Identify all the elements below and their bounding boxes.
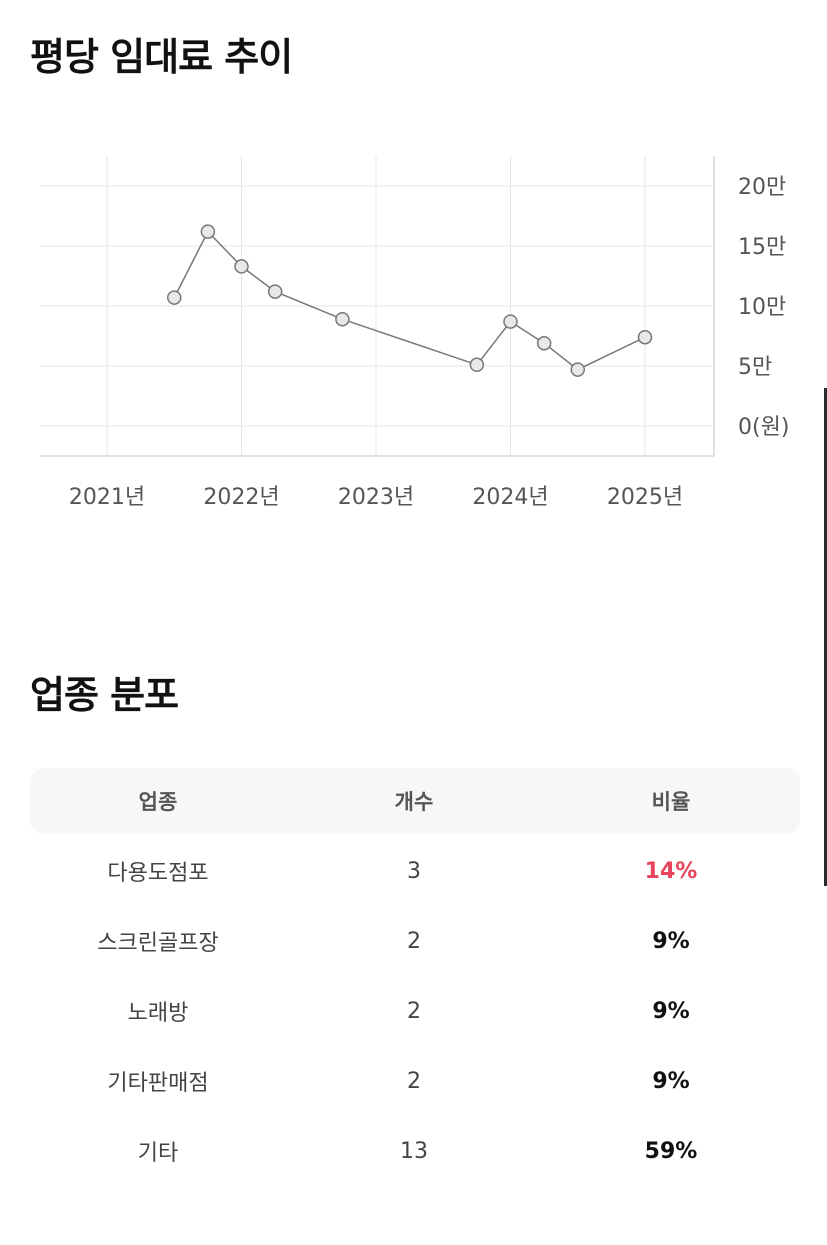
- table-body: 다용도점포 3 14% 스크린골프장 2 9% 노래방 2 9% 기타판매점 2 9% 기타 13 59%: [30, 836, 800, 1186]
- table-row: 기타판매점 2 9%: [30, 1046, 800, 1116]
- category-cell: 노래방: [127, 1001, 189, 1026]
- rent-series-line: [173, 230, 646, 371]
- table-row: 기타 13 59%: [30, 1116, 800, 1186]
- data-point: [469, 357, 485, 373]
- rent-trend-chart: 2021년 2022년 2023년 2024년 2025년 20만 15만 10만 5만 0(원): [40, 156, 790, 510]
- ratio-cell: 9%: [652, 1068, 690, 1094]
- rent-series-points: [167, 224, 653, 377]
- y-tick-label: 20만: [738, 175, 786, 200]
- x-tick-label: 2023년: [338, 485, 414, 510]
- industry-table: 업종 개수 비율 다용도점포 3 14% 스크린골프장 2 9% 노래방 2 9% 기타판매점 2 9…: [30, 768, 800, 1186]
- ratio-cell: 9%: [652, 928, 690, 954]
- x-tick-label: 2024년: [472, 485, 548, 510]
- scrollbar[interactable]: [824, 388, 827, 886]
- category-cell: 기타판매점: [107, 1071, 209, 1096]
- column-header-category: 업종: [138, 790, 178, 814]
- industry-distribution-title: 업종 분포: [30, 673, 179, 717]
- ratio-cell: 14%: [644, 858, 698, 884]
- data-point: [570, 362, 585, 377]
- chart-tick-labels: 2021년 2022년 2023년 2024년 2025년 20만 15만 10만 5만 0(원): [69, 175, 790, 510]
- count-cell: 3: [407, 858, 421, 884]
- category-cell: 스크린골프장: [97, 931, 219, 956]
- column-header-count: 개수: [394, 790, 434, 814]
- data-point: [200, 224, 216, 239]
- data-point: [167, 290, 182, 305]
- y-tick-label: 10만: [738, 295, 786, 320]
- ratio-cell: 59%: [644, 1138, 698, 1164]
- count-cell: 13: [400, 1138, 428, 1164]
- count-cell: 2: [407, 998, 421, 1024]
- column-header-ratio: 비율: [651, 790, 691, 814]
- x-tick-label: 2022년: [203, 485, 279, 510]
- y-tick-label: 15만: [738, 235, 786, 260]
- y-tick-label: 5만: [738, 355, 772, 380]
- data-point: [637, 329, 653, 345]
- chart-grid: [40, 156, 714, 456]
- data-point: [234, 259, 249, 274]
- category-cell: 기타: [137, 1141, 179, 1166]
- rent-trend-title: 평당 임대료 추이: [30, 35, 293, 79]
- data-point: [536, 335, 552, 351]
- table-row: 스크린골프장 2 9%: [30, 906, 800, 976]
- table-row: 노래방 2 9%: [30, 976, 800, 1046]
- category-cell: 다용도점포: [107, 861, 209, 886]
- count-cell: 2: [407, 928, 421, 954]
- table-header: 업종 개수 비율: [30, 768, 800, 834]
- data-point: [267, 284, 283, 299]
- chart-axes: [40, 156, 715, 457]
- table-row: 다용도점포 3 14%: [30, 836, 800, 906]
- ratio-cell: 9%: [652, 998, 690, 1024]
- x-tick-label: 2025년: [607, 485, 683, 510]
- data-point: [503, 314, 518, 329]
- y-tick-label: 0(원): [738, 415, 789, 440]
- data-point: [335, 311, 350, 327]
- x-tick-label: 2021년: [69, 485, 145, 510]
- count-cell: 2: [407, 1068, 421, 1094]
